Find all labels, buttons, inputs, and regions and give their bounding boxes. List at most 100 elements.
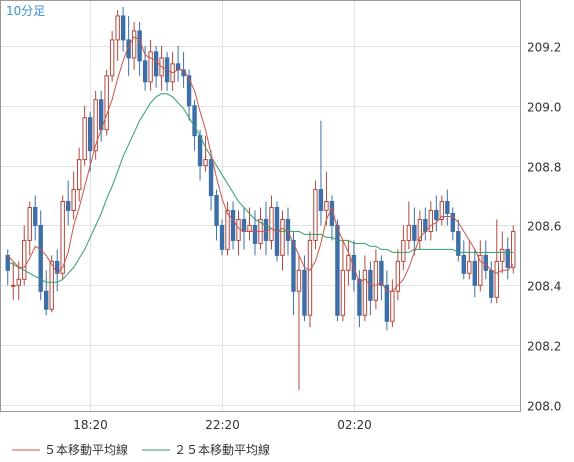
y-tick-label: 208.0 [527, 400, 561, 414]
candle-body [76, 159, 82, 191]
candle [219, 219, 225, 256]
candle [478, 240, 483, 292]
candle [148, 39, 153, 91]
candle-series [5, 6, 516, 391]
candle-body [219, 224, 225, 250]
candle-body [357, 278, 362, 316]
candle [65, 180, 71, 226]
candle [406, 201, 412, 250]
candle-body [489, 269, 494, 298]
candle [131, 21, 137, 70]
y-tick-label: 209.0 [527, 101, 561, 115]
candle-body [131, 30, 137, 59]
candle-body [16, 278, 21, 286]
candle-body [417, 218, 423, 241]
candle [27, 201, 32, 256]
candle [153, 45, 159, 88]
candle-body [373, 260, 379, 301]
candle [22, 225, 27, 286]
candle-body [203, 159, 208, 167]
candle-body [192, 105, 197, 137]
candle-body [285, 218, 291, 241]
candle [11, 261, 16, 301]
candle-body [318, 189, 324, 211]
x-axis-tick-labels: 18:20 22:20 02:20 [73, 418, 372, 432]
candle-body [291, 239, 296, 292]
x-tick-label: 22:20 [205, 418, 240, 432]
candle [472, 249, 477, 298]
candle-body [208, 159, 214, 197]
candle [445, 189, 450, 226]
candle-body [302, 269, 307, 316]
candle [434, 195, 439, 232]
candle-body [384, 284, 390, 322]
candle [120, 6, 126, 52]
x-tick-label: 02:20 [337, 418, 372, 432]
candle [494, 219, 499, 304]
candle [357, 270, 362, 328]
candle [269, 195, 274, 250]
candle [313, 180, 318, 250]
candle [362, 255, 368, 322]
candle-body [263, 218, 269, 241]
candle-body [390, 290, 395, 322]
candle [82, 105, 87, 166]
candle [76, 147, 82, 202]
candle [417, 210, 423, 250]
candle-body [445, 201, 450, 214]
candle-body [346, 254, 351, 271]
candle-body [467, 260, 472, 274]
candle-body [434, 209, 439, 220]
candle [142, 45, 148, 91]
y-tick-label: 208.8 [527, 161, 561, 175]
candle-body [186, 75, 192, 107]
candle-body [65, 201, 71, 211]
candle-body [93, 99, 98, 152]
candle [373, 249, 379, 310]
candle-body [236, 218, 241, 241]
candle-body [362, 269, 368, 316]
candle-body [126, 39, 131, 59]
candle-body [406, 224, 412, 241]
candle-body [175, 63, 181, 71]
candle-body [225, 209, 230, 250]
candle-body [324, 201, 329, 211]
candle [461, 240, 467, 280]
candle-body [500, 248, 505, 262]
candle-body [87, 117, 93, 152]
candle-body [511, 230, 516, 268]
candle [93, 90, 98, 160]
candle [192, 99, 197, 151]
candle [208, 150, 214, 211]
candle-body [439, 201, 445, 220]
x-tick-label: 18:20 [73, 418, 108, 432]
candle [252, 210, 258, 256]
candle-body [33, 206, 38, 226]
candle [335, 219, 340, 322]
candle-body [142, 60, 148, 83]
ma25-line [7, 93, 514, 283]
candle-body [335, 224, 340, 316]
candle-body [461, 254, 467, 274]
candle-body [280, 218, 285, 256]
candle [115, 9, 120, 61]
candle [296, 255, 302, 391]
candle-body [241, 218, 247, 232]
candle-body [494, 260, 499, 298]
candle-body [148, 51, 153, 83]
candle [511, 225, 516, 274]
candle-body [27, 206, 32, 241]
candle-body [181, 69, 186, 77]
candle [71, 171, 76, 220]
candle [505, 237, 510, 280]
candle [230, 201, 236, 250]
y-tick-label: 208.6 [527, 220, 561, 234]
candle-body [120, 15, 126, 41]
candle-body [115, 15, 120, 41]
candle [412, 207, 417, 256]
candle [60, 195, 65, 280]
candle [318, 120, 324, 226]
candle-body [197, 135, 203, 167]
y-axis-tick-labels: 208.0 208.2 208.4 208.6 208.8 209.0 209.2 [527, 41, 561, 414]
y-tick-label: 208.2 [527, 340, 561, 354]
